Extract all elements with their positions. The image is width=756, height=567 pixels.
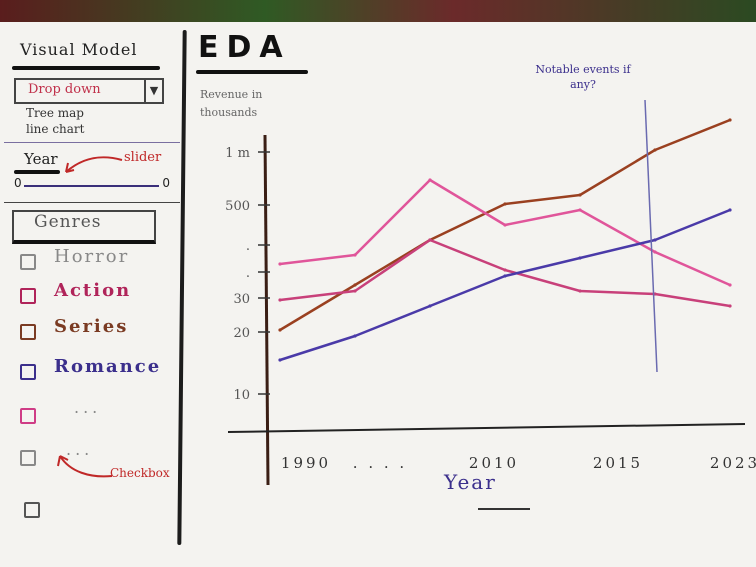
- series-1-point: [728, 118, 732, 122]
- background-top: [0, 0, 756, 26]
- notable-event-line: [644, 99, 658, 373]
- y-tick-label: .: [246, 239, 250, 254]
- x-tick-label: 2023: [710, 454, 756, 472]
- series-2-point: [578, 208, 582, 212]
- checkbox[interactable]: [20, 450, 36, 466]
- series-4-point: [578, 256, 582, 260]
- dropdown-option-line-chart[interactable]: line chart: [26, 122, 85, 136]
- series-line-3: [278, 238, 732, 308]
- series-2-point: [503, 223, 507, 227]
- series-line-4: [278, 208, 732, 362]
- genre-label: Series: [54, 316, 129, 337]
- series-2-point: [653, 250, 657, 254]
- series-1-point: [653, 148, 657, 152]
- y-tick-label: .: [246, 266, 250, 281]
- genre-label: Horror: [54, 246, 130, 267]
- series-1-point: [353, 283, 357, 287]
- notable-events-annotation: Notable events if any?: [535, 63, 631, 91]
- series-4-point: [728, 208, 732, 212]
- series-2-point: [278, 262, 282, 266]
- dropdown-option-tree-map[interactable]: Tree map: [26, 106, 84, 120]
- series-1-point: [278, 328, 282, 332]
- checkbox[interactable]: [24, 502, 40, 518]
- series-4-point: [653, 238, 657, 242]
- x-axis-line: [227, 423, 746, 433]
- series-3-point: [353, 289, 357, 293]
- slider-track[interactable]: [24, 185, 159, 187]
- section-divider-2: [4, 202, 180, 203]
- series-1-point: [503, 202, 507, 206]
- slider-annotation: slider: [124, 150, 162, 165]
- y-axis-label: Revenue in thousands: [200, 88, 263, 119]
- x-tick-label: . . . .: [353, 454, 407, 472]
- series-3-point: [728, 304, 732, 308]
- y-tick-label: 10: [233, 388, 250, 403]
- x-tick-label: 2010: [469, 454, 519, 472]
- series-2-point: [728, 283, 732, 287]
- genre-label: ...: [74, 398, 102, 417]
- visual-model-underline: [12, 66, 160, 70]
- series-4-point: [503, 274, 507, 278]
- genre-label: Romance: [54, 356, 162, 377]
- series-4-point: [353, 334, 357, 338]
- genres-box: [12, 210, 156, 244]
- x-axis-label: Year: [444, 470, 497, 494]
- genre-label: Action: [54, 280, 132, 301]
- checkbox[interactable]: [20, 408, 36, 424]
- dropdown[interactable]: Drop down ▼: [14, 78, 164, 104]
- year-slider[interactable]: 0 0: [14, 176, 174, 194]
- paper-sheet: [0, 22, 756, 567]
- series-1-point: [578, 193, 582, 197]
- slider-arrow: [65, 156, 123, 173]
- checkbox-arrow: [57, 455, 113, 478]
- x-tick-label: 1990: [281, 454, 331, 472]
- series-2-point: [353, 253, 357, 257]
- visual-model-title: Visual Model: [20, 40, 138, 59]
- series-3-point: [428, 238, 432, 242]
- series-3-point: [503, 268, 507, 272]
- series-3-point: [278, 298, 282, 302]
- x-tick-label: 2015: [593, 454, 643, 472]
- year-underline: [14, 170, 60, 174]
- series-4-point: [278, 358, 282, 362]
- section-divider: [4, 142, 180, 143]
- chevron-down-icon[interactable]: ▼: [144, 80, 162, 102]
- y-tick-label: 1 m: [225, 146, 250, 161]
- genre-label: ...: [66, 440, 94, 459]
- checkbox[interactable]: [20, 288, 36, 304]
- series-4-point: [428, 304, 432, 308]
- y-tick-label: 500: [225, 199, 250, 214]
- y-axis-line: [263, 134, 270, 486]
- checkbox-annotation: Checkbox: [110, 466, 170, 480]
- series-2-point: [428, 178, 432, 182]
- series-3-point: [578, 289, 582, 293]
- y-tick-label: 20: [233, 326, 250, 341]
- year-label: Year: [24, 150, 58, 168]
- title-underline: [196, 70, 308, 74]
- genres-title: Genres: [34, 212, 102, 232]
- slider-max-handle[interactable]: 0: [162, 176, 170, 190]
- checkbox[interactable]: [20, 324, 36, 340]
- slider-min-handle[interactable]: 0: [14, 176, 22, 190]
- page-title: EDA: [198, 30, 291, 65]
- x-axis-label-underline: [478, 508, 530, 510]
- checkbox[interactable]: [20, 364, 36, 380]
- y-tick-label: 30: [233, 292, 250, 307]
- dropdown-label: Drop down: [28, 82, 101, 97]
- checkbox[interactable]: [20, 254, 36, 270]
